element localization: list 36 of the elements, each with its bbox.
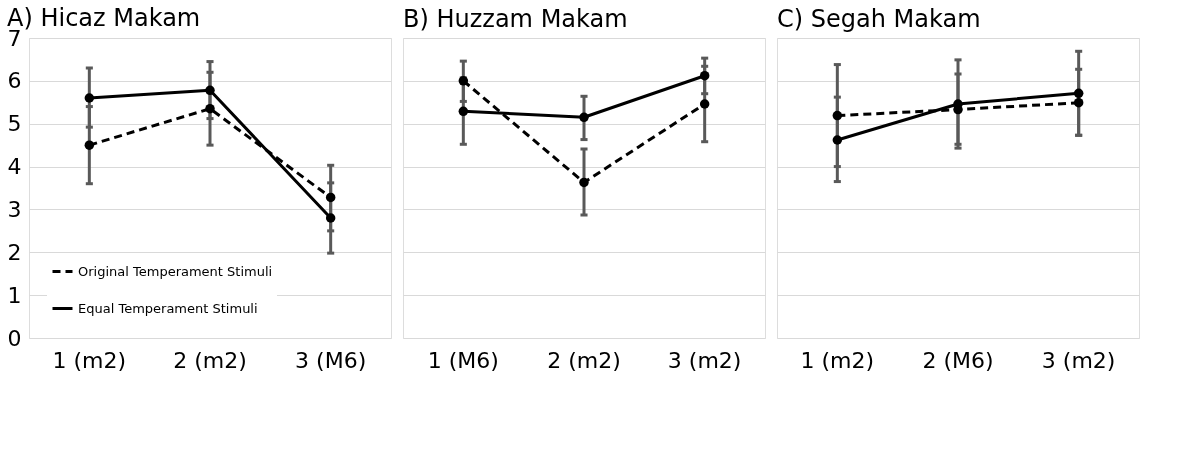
y-tick-label: 3 (7, 196, 22, 222)
point (1073, 88, 1084, 99)
legend-label: Equal Temperament Stimuli (78, 300, 258, 316)
point (1073, 97, 1084, 108)
y-tick-label: 1 (7, 282, 22, 308)
x-tick-label: 2 (m2) (547, 347, 621, 373)
chart-title: B) Huzzam Makam (403, 5, 628, 33)
y-tick-label: 0 (7, 325, 22, 351)
x-tick-label: 3 (m2) (667, 347, 742, 373)
point (579, 177, 589, 188)
y-tick-label: 7 (7, 25, 22, 51)
point (458, 106, 469, 117)
legend-label: Original Temperament Stimuli (78, 263, 273, 279)
point (205, 103, 215, 114)
point (699, 99, 710, 109)
y-tick-label: 5 (7, 111, 22, 137)
x-tick-label: 1 (m2) (52, 347, 127, 373)
x-tick-label: 2 (M6) (922, 347, 994, 373)
point (84, 140, 95, 150)
point (325, 213, 336, 223)
point (579, 112, 589, 123)
x-tick-label: 3 (m2) (1041, 347, 1116, 373)
x-tick-label: 2 (m2) (173, 347, 247, 373)
point (205, 85, 215, 96)
point (84, 93, 95, 103)
x-tick-label: 1 (M6) (427, 347, 499, 373)
x-tick-label: 3 (M6) (295, 347, 367, 373)
y-tick-label: 2 (7, 239, 22, 265)
point (832, 110, 843, 121)
point (325, 192, 336, 203)
point (832, 135, 843, 145)
point (699, 70, 710, 81)
y-tick-label: 6 (7, 68, 22, 94)
y-tick-label: 4 (7, 154, 22, 180)
x-tick-label: 1 (m2) (800, 347, 875, 373)
chart-title: C) Segah Makam (777, 5, 981, 33)
